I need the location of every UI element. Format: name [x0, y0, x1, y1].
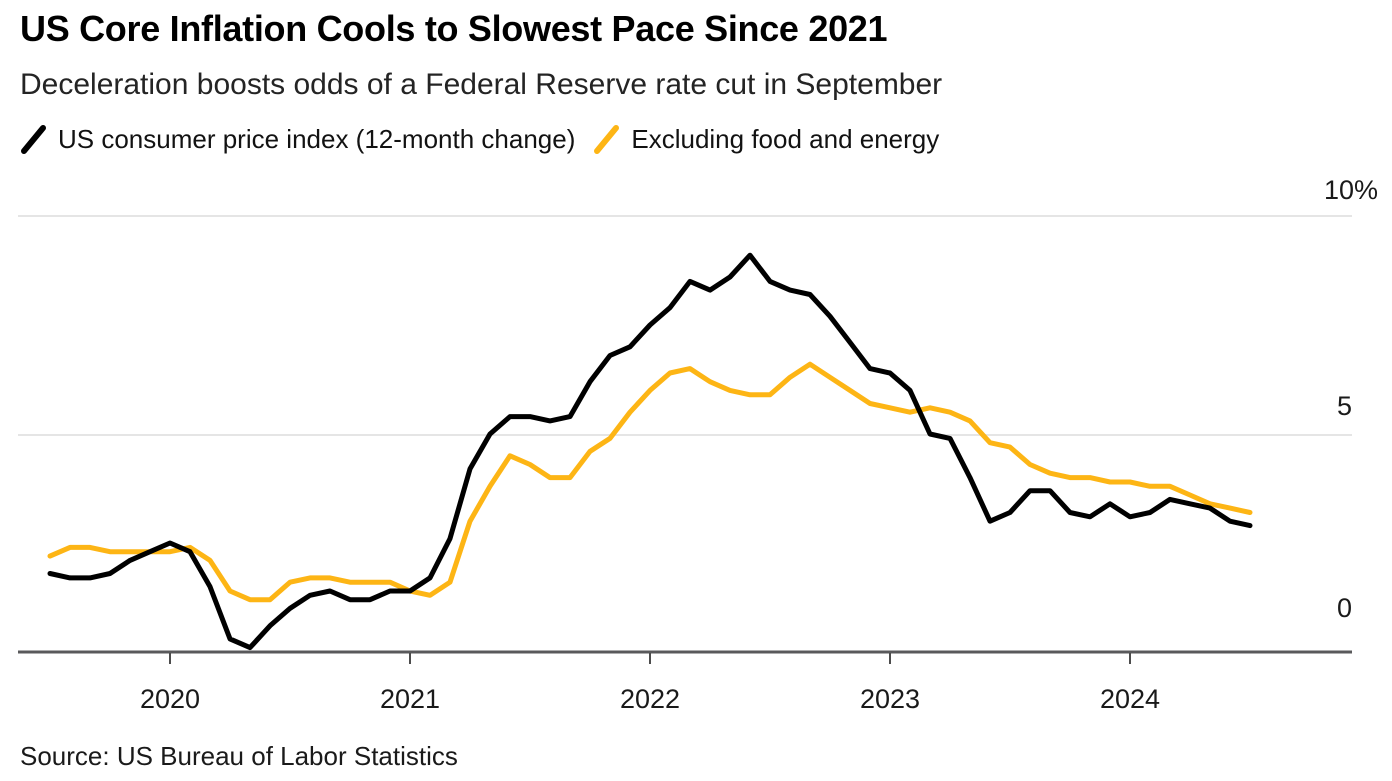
chart-subtitle: Deceleration boosts odds of a Federal Re…	[20, 68, 943, 101]
yellow-slash-icon	[594, 125, 620, 154]
legend-label-cpi: US consumer price index (12-month change…	[58, 124, 576, 154]
source-attribution: Source: US Bureau of Labor Statistics	[20, 741, 458, 771]
x-axis-label-2021: 2021	[379, 684, 441, 714]
x-axis-label-2024: 2024	[1099, 684, 1161, 714]
yellow-slash-stroke	[594, 125, 620, 154]
y-axis-label-0: 0	[1336, 593, 1352, 623]
black-slash-icon	[21, 125, 46, 154]
x-axis-ticks	[169, 653, 1131, 664]
y-axis-label-10: 10%	[1323, 175, 1378, 205]
x-axis-label-2022: 2022	[619, 684, 681, 714]
x-axis-label-2020: 2020	[139, 684, 201, 714]
headline-cpi-line-series	[47, 252, 1253, 651]
y-axis-label-5: 5	[1336, 391, 1352, 421]
x-axis-label-2023: 2023	[859, 684, 921, 714]
legend-label-core: Excluding food and energy	[631, 124, 940, 154]
chart-legend: US consumer price index (12-month change…	[20, 124, 939, 155]
core-cpi-line-series	[47, 361, 1253, 603]
legend-item-cpi: US consumer price index (12-month change…	[20, 124, 575, 155]
black-slash-stroke	[21, 125, 46, 154]
page-title: US Core Inflation Cools to Slowest Pace …	[20, 8, 888, 49]
legend-item-core: Excluding food and energy	[593, 124, 939, 155]
